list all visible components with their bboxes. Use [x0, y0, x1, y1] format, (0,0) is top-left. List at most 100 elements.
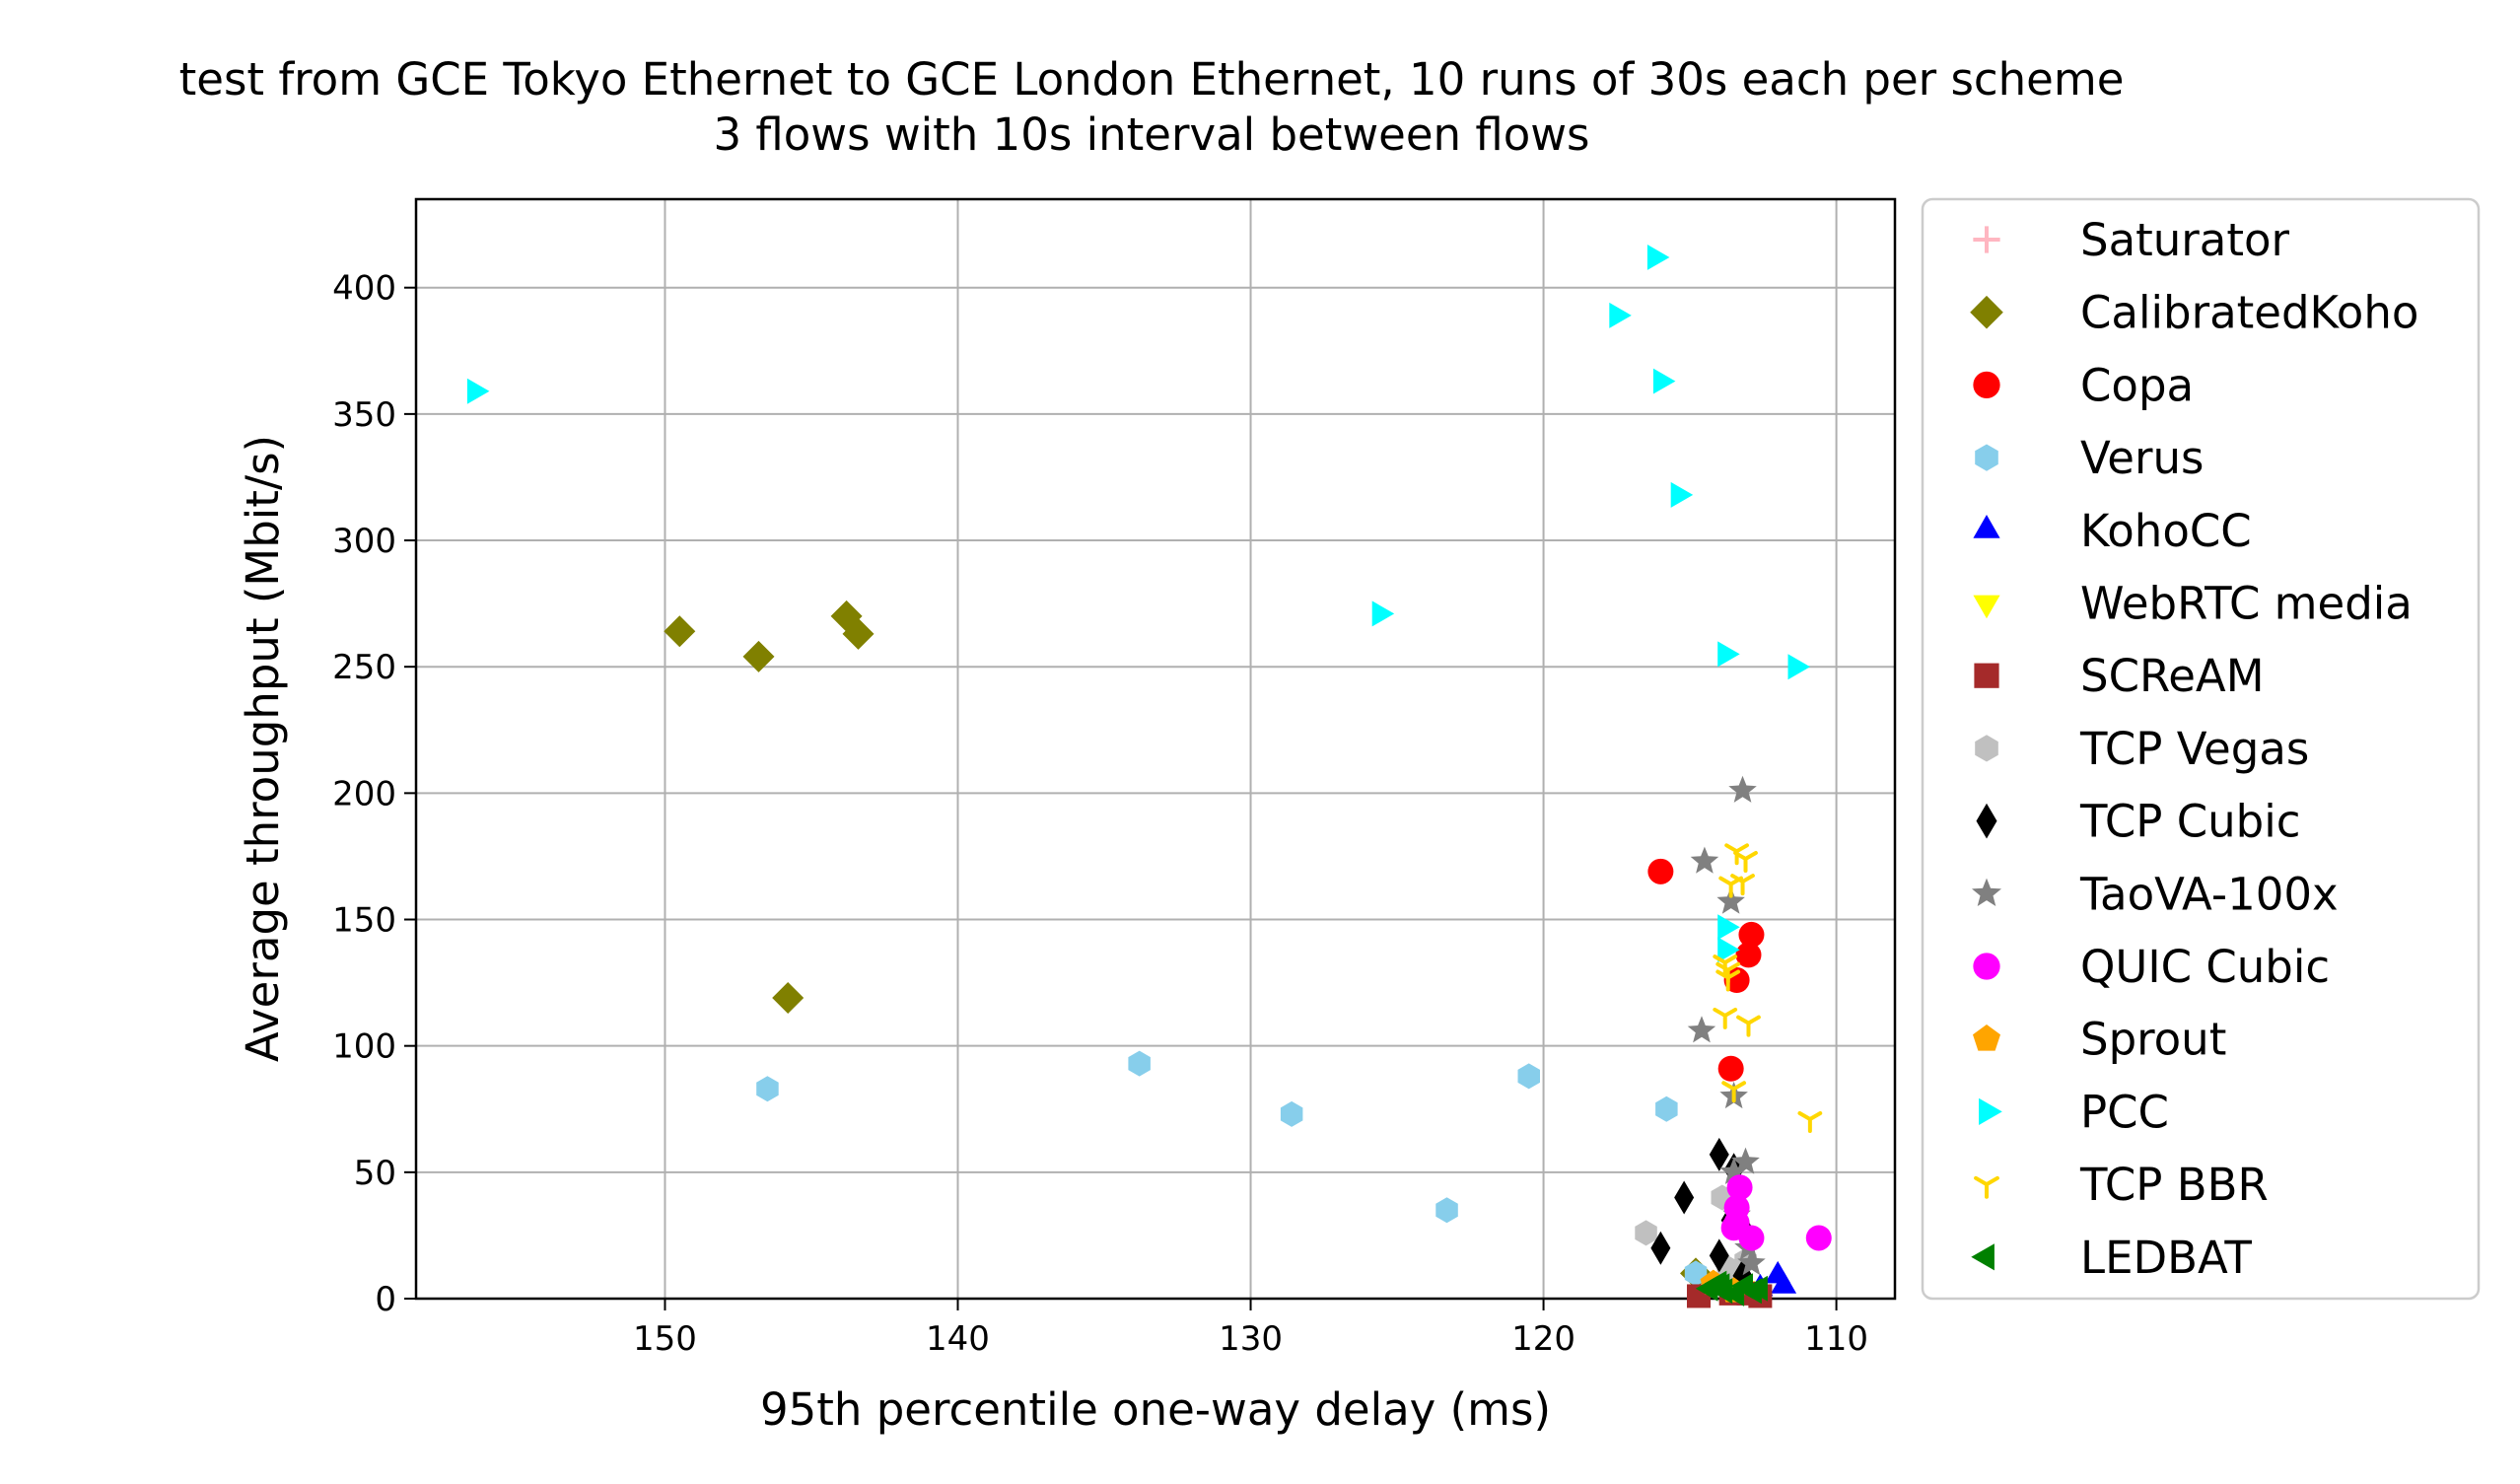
legend-label: Verus	[2080, 432, 2204, 484]
data-point	[1647, 858, 1674, 884]
x-tick-label: 120	[1511, 1319, 1575, 1359]
legend-entry: TaoVA-100x	[1972, 868, 2339, 920]
data-point	[1730, 874, 1755, 896]
data-point	[1715, 961, 1741, 984]
x-tick-label: 110	[1804, 1319, 1868, 1359]
data-point	[1717, 1055, 1744, 1082]
data-point	[1690, 846, 1719, 874]
series-ledbat	[1695, 1270, 1768, 1307]
legend-label: CalibratedKoho	[2080, 287, 2418, 339]
data-point	[1435, 1197, 1458, 1224]
data-point	[1787, 654, 1810, 680]
legend-label: WebRTC media	[2080, 578, 2413, 630]
data-point	[1716, 886, 1745, 914]
series-verus	[756, 1050, 1708, 1287]
data-point	[1721, 1081, 1747, 1103]
y-tick-label: 300	[332, 522, 396, 561]
legend-entry: PCC	[1979, 1086, 2169, 1138]
legend-entry: Sprout	[1973, 1014, 2226, 1066]
data-point	[842, 617, 875, 650]
data-point	[1517, 1063, 1540, 1090]
legend-marker	[1973, 226, 2000, 253]
legend-entry: CalibratedKoho	[1970, 287, 2418, 339]
data-point	[1736, 1015, 1761, 1037]
legend-marker	[1973, 1025, 2000, 1051]
legend-entry: LEDBAT	[1971, 1232, 2252, 1284]
legend-marker	[1973, 371, 2000, 399]
points-layer	[466, 245, 1832, 1308]
series-tcp-bbr	[1713, 843, 1823, 1134]
data-point	[1652, 368, 1676, 394]
data-point	[1609, 302, 1632, 328]
data-point	[1737, 1248, 1766, 1276]
series-calibratedkoho	[664, 600, 1712, 1290]
data-point	[1726, 1174, 1753, 1201]
legend-entry: KohoCC	[1973, 505, 2252, 557]
data-point	[772, 982, 805, 1014]
data-point	[756, 1076, 779, 1102]
legend-label: KohoCC	[2080, 505, 2252, 557]
legend-marker	[1975, 444, 1998, 471]
y-tick-label: 350	[332, 395, 396, 435]
legend-marker	[1974, 1175, 1999, 1199]
data-point	[1687, 1016, 1716, 1043]
legend-frame	[1921, 197, 2481, 1301]
y-tick-label: 150	[332, 901, 396, 941]
legend-entry: TCP Vegas	[1975, 723, 2309, 775]
y-tick-label: 0	[375, 1280, 396, 1319]
data-point	[1805, 1225, 1832, 1251]
data-point	[1280, 1100, 1303, 1127]
data-point	[742, 640, 775, 672]
legend-items: Saturator CalibratedKoho Copa Verus KohoCC We…	[1970, 214, 2418, 1284]
data-point	[1723, 1210, 1750, 1237]
data-point	[1739, 1278, 1762, 1305]
legend: Saturator CalibratedKoho Copa Verus KohoCC We…	[1921, 197, 2481, 1301]
chart-subtitle: 3 flows with 10s interval between flows	[713, 108, 1589, 161]
legend-entry: Saturator	[1973, 214, 2290, 266]
legend-label: TaoVA-100x	[2079, 868, 2339, 920]
data-point	[1128, 1050, 1151, 1077]
plot-frame	[414, 197, 1897, 1301]
data-point	[1717, 914, 1740, 941]
data-point	[1771, 1271, 1797, 1294]
legend-label: TCP Vegas	[2079, 723, 2309, 775]
data-point	[1655, 1095, 1678, 1122]
data-point	[1646, 245, 1670, 270]
data-point	[1650, 1231, 1671, 1265]
y-tick-label: 400	[332, 269, 396, 309]
legend-marker	[1973, 595, 2000, 619]
data-point	[1723, 967, 1750, 994]
y-tick-label: 250	[332, 648, 396, 687]
data-point	[1713, 1007, 1738, 1029]
legend-label: SCReAM	[2080, 650, 2265, 702]
series-quic-cubic	[1720, 1174, 1832, 1251]
y-tick-label: 200	[332, 774, 396, 813]
legend-label: TCP BBR	[2079, 1159, 2269, 1211]
data-point	[1797, 1111, 1823, 1134]
legend-marker	[1973, 515, 2000, 538]
chart-title: test from GCE Tokyo Ethernet to GCE Lond…	[179, 53, 2125, 106]
data-point	[1371, 601, 1395, 627]
legend-label: Saturator	[2080, 214, 2290, 266]
series-pcc	[466, 245, 1810, 963]
data-point	[1733, 851, 1758, 873]
data-point	[664, 615, 696, 648]
x-tick-label: 130	[1219, 1319, 1283, 1359]
x-tick-label: 150	[633, 1319, 697, 1359]
data-point	[1707, 1273, 1730, 1300]
data-point	[1728, 775, 1757, 803]
data-point	[1709, 1238, 1729, 1273]
data-point	[1709, 1137, 1729, 1171]
x-axis-label: 95th percentile one-way delay (ms)	[760, 1383, 1551, 1436]
legend-entry: Copa	[1973, 359, 2194, 411]
legend-marker	[1970, 295, 2003, 329]
y-tick-label: 50	[354, 1154, 396, 1193]
legend-marker	[1975, 735, 1998, 762]
data-point	[466, 378, 490, 404]
legend-marker	[1974, 663, 1999, 688]
legend-marker	[1971, 1243, 1995, 1271]
x-tick-label: 140	[926, 1319, 990, 1359]
legend-label: PCC	[2080, 1086, 2169, 1138]
data-point	[1717, 641, 1740, 668]
